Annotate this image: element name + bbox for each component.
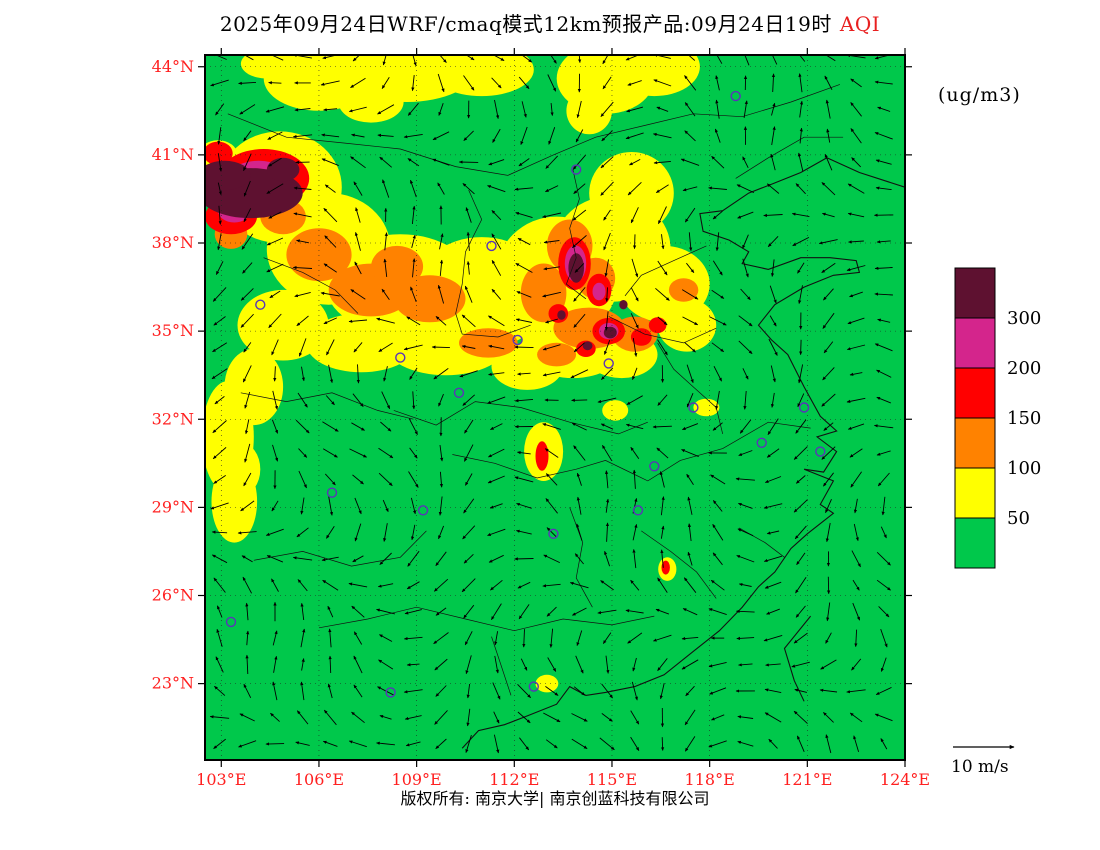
lon-tick-label: 121°E [782, 770, 832, 789]
lon-tick-label: 115°E [587, 770, 637, 789]
lon-tick-label: 106°E [294, 770, 344, 789]
lat-tick-label: 41°N [152, 145, 194, 164]
copyright-footer: 版权所有: 南京大学| 南京创蓝科技有限公司 [400, 789, 710, 808]
wind-scale: 10 m/s [951, 744, 1015, 777]
lat-tick-label: 44°N [152, 57, 194, 76]
map-border [204, 54, 906, 761]
lon-tick-label: 118°E [685, 770, 735, 789]
lat-tick-label: 29°N [152, 497, 194, 516]
lat-tick-label: 32°N [152, 409, 194, 428]
lat-tick-label: 38°N [152, 233, 194, 252]
graticule-lines [205, 55, 905, 760]
colorbar: 300 200 150 100 50 [954, 267, 1041, 569]
lon-tick-label: 124°E [880, 770, 930, 789]
units-label: (ug/m3) [938, 84, 1021, 106]
station-markers [225, 90, 826, 698]
map-boundaries [227, 84, 905, 749]
colorbar-level-label: 200 [1007, 358, 1041, 379]
lon-tick-label: 103°E [196, 770, 246, 789]
lon-tick-label: 112°E [489, 770, 539, 789]
colorbar-level-label: 100 [1007, 458, 1041, 479]
page-title: 2025年09月24日WRF/cmaq模式12km预报产品:09月24日19时 A… [0, 8, 1100, 37]
wind-scale-label: 10 m/s [951, 757, 1009, 777]
colorbar-level-label: 50 [1007, 508, 1030, 529]
lat-tick-label: 35°N [152, 321, 194, 340]
title-text: 2025年09月24日WRF/cmaq模式12km预报产品:09月24日19时 [219, 12, 832, 36]
colorbar-level-label: 300 [1007, 308, 1041, 329]
title-aqi-highlight: AQI [839, 12, 881, 36]
lon-tick-label: 109°E [392, 770, 442, 789]
colorbar-level-label: 150 [1007, 408, 1041, 429]
lat-tick-label: 23°N [152, 674, 194, 693]
axis-ticks [198, 48, 912, 767]
lat-tick-label: 26°N [152, 586, 194, 605]
axis-labels: 44°N 41°N 38°N 35°N 32°N 29°N 26°N 23°N 103°E 106… [152, 57, 930, 789]
wind-arrows-layer [209, 55, 894, 754]
aqi-field-layer [205, 55, 905, 760]
